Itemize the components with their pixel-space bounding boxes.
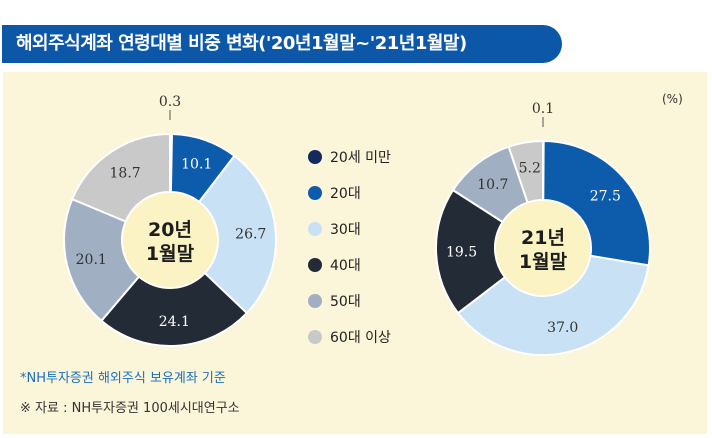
legend-item-20s: 20대 [308, 184, 361, 202]
donut-slice-40s [100, 271, 249, 347]
data-label-20s: 10.1 [181, 157, 212, 173]
legend-swatch [308, 330, 322, 344]
legend-label: 20대 [330, 186, 361, 202]
donut-slice-60-plus [70, 132, 171, 223]
footnote: *NH투자증권 해외주식 보유계좌 기준 [20, 371, 226, 386]
legend-swatch [308, 222, 322, 236]
legend-swatch [308, 294, 322, 308]
data-label-60-plus: 18.7 [110, 166, 141, 182]
center-label-line-1: 21년 [521, 227, 565, 249]
legend-item-60plus: 60대 이상 [308, 328, 391, 346]
data-label-60-plus: 5.2 [519, 161, 541, 177]
legend-item-40s: 40대 [308, 256, 361, 274]
legend-label: 20세 미만 [330, 150, 391, 166]
data-label-50s: 10.7 [477, 177, 508, 193]
data-label-under-20: 0.3 [159, 94, 181, 110]
legend-label: 50대 [330, 294, 361, 310]
donut-slice-30s [456, 254, 650, 356]
data-label-30s: 37.0 [547, 320, 578, 336]
donut-center [496, 201, 590, 295]
donut-slice-20s [542, 139, 651, 267]
legend-item-under20: 20세 미만 [308, 148, 391, 166]
data-label-40s: 19.5 [446, 244, 477, 260]
legend-swatch [308, 186, 322, 200]
legend-label: 60대 이상 [330, 330, 391, 346]
legend-swatch [308, 150, 322, 164]
center-label-line-1: 20년 [148, 219, 192, 241]
legend-item-50s: 50대 [308, 292, 361, 310]
donut-slice-30s [197, 154, 277, 315]
donut-slice-60-plus [507, 139, 544, 204]
unit-label: (%) [662, 92, 683, 106]
data-label-40s: 24.1 [159, 314, 190, 330]
legend-swatch [308, 258, 322, 272]
legend-label: 40대 [330, 258, 361, 274]
center-label-line-2: 1월말 [146, 243, 195, 265]
donut-slice-50s [63, 197, 141, 323]
donut-chart-2020: 0.3 10.1 26.7 24.1 20.1 18.7 20년1월말 [63, 94, 277, 347]
data-label-50s: 20.1 [76, 252, 107, 268]
donut-slice-40s [435, 188, 507, 315]
data-label-under-20: 0.1 [532, 101, 554, 117]
data-label-20s: 27.5 [590, 188, 621, 204]
data-label-30s: 26.7 [235, 227, 266, 243]
legend-item-30s: 30대 [308, 220, 361, 238]
chart-title: 해외주식계좌 연령대별 비중 변화('20년1월말~'21년1월말) [2, 25, 562, 63]
center-label-line-2: 1월말 [519, 251, 568, 273]
legend-label: 30대 [330, 222, 361, 238]
donut-chart-2021: 0.1 27.5 37.0 19.5 10.7 5.2 21년1월말 [435, 101, 651, 356]
source-note: ※ 자료 : NH투자증권 100세시대연구소 [20, 401, 240, 416]
donut-center [123, 193, 217, 287]
